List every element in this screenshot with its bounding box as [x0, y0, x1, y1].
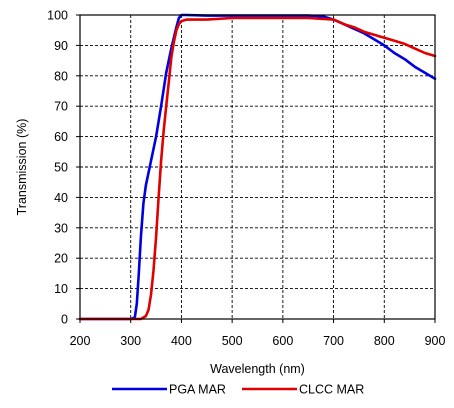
y-tick-label: 80 [54, 69, 68, 83]
y-tick-label: 50 [54, 161, 68, 175]
legend-label-clcc-mar: CLCC MAR [299, 383, 364, 397]
x-tick-label: 500 [222, 334, 243, 348]
x-axis-label: Wavelength (nm) [210, 362, 305, 376]
x-tick-label: 200 [70, 334, 91, 348]
y-tick-label: 90 [54, 39, 68, 53]
y-tick-label: 60 [54, 130, 68, 144]
x-tick-label: 900 [425, 334, 446, 348]
legend-label-pga-mar: PGA MAR [169, 383, 226, 397]
x-tick-label: 300 [120, 334, 141, 348]
y-tick-label: 30 [54, 221, 68, 235]
y-tick-label: 0 [61, 313, 68, 327]
y-tick-label: 10 [54, 282, 68, 296]
y-tick-label: 70 [54, 100, 68, 114]
x-tick-label: 800 [374, 334, 395, 348]
x-tick-label: 600 [272, 334, 293, 348]
x-tick-label: 400 [171, 334, 192, 348]
y-tick-label: 20 [54, 252, 68, 266]
y-tick-label: 40 [54, 191, 68, 205]
y-axis-label: Transmission (%) [15, 119, 29, 216]
x-tick-label: 700 [323, 334, 344, 348]
series-line-clcc-mar [78, 16, 437, 321]
legend: PGA MAR CLCC MAR [112, 383, 364, 397]
y-tick-label: 100 [47, 9, 68, 23]
